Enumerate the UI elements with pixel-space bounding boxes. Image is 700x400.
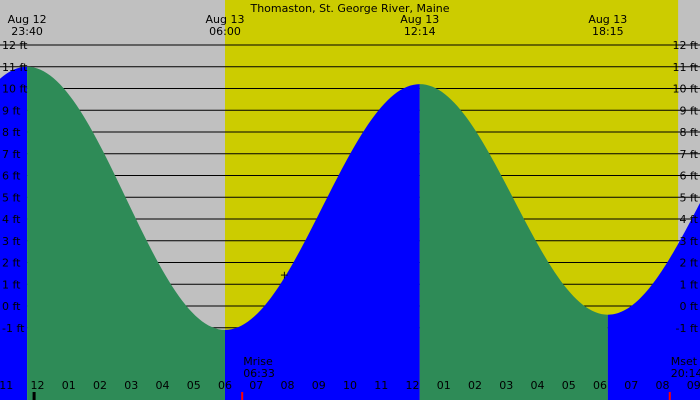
- x-tick-label: 09: [312, 379, 326, 392]
- falling-tide-area: [27, 66, 226, 400]
- y-tick-label-right: 1 ft: [680, 278, 699, 291]
- rising-tide-area: [607, 202, 700, 400]
- y-tick-label-left: 1 ft: [2, 278, 21, 291]
- x-tick-label: 11: [374, 379, 388, 392]
- tide-event-date: Aug 12: [8, 13, 47, 26]
- y-tick-label-left: 8 ft: [2, 126, 21, 139]
- x-tick-label: 07: [624, 379, 638, 392]
- y-tick-label-right: 9 ft: [680, 104, 699, 117]
- x-tick-label: 10: [343, 379, 357, 392]
- x-tick-label: 05: [187, 379, 201, 392]
- tide-event-time: 12:14: [404, 25, 436, 38]
- tide-event-date: Aug 13: [588, 13, 627, 26]
- x-tick-label: 01: [62, 379, 76, 392]
- x-tick-label: 04: [156, 379, 170, 392]
- moon-event-label: Mset: [671, 355, 698, 368]
- y-tick-label-left: 7 ft: [2, 148, 21, 161]
- x-tick-label: 11: [0, 379, 13, 392]
- tide-event-time: 06:00: [209, 25, 241, 38]
- y-tick-label-left: -1 ft: [2, 322, 25, 335]
- x-tick-label: 08: [281, 379, 295, 392]
- tide-event-time: 23:40: [11, 25, 43, 38]
- rising-tide-area: [0, 66, 28, 400]
- x-tick-label: 05: [562, 379, 576, 392]
- y-tick-label-left: 3 ft: [2, 235, 21, 248]
- plus-marker: +: [280, 268, 289, 281]
- y-tick-label-left: 5 ft: [2, 191, 21, 204]
- moon-event-time: 06:33: [243, 367, 275, 380]
- y-tick-label-right: 4 ft: [680, 213, 699, 226]
- x-tick-label: 12: [31, 379, 45, 392]
- x-tick-label: 08: [656, 379, 670, 392]
- y-axis-labels: 12 ft 12 ft 11 ft 11 ft 10 ft 10 ft 9 ft 9 ft 8 …: [2, 39, 699, 335]
- x-tick-label: 06: [593, 379, 607, 392]
- y-tick-label-left: 9 ft: [2, 104, 21, 117]
- y-tick-label-left: 4 ft: [2, 213, 21, 226]
- x-tick-label: 12: [406, 379, 420, 392]
- x-tick-label: 04: [531, 379, 545, 392]
- y-tick-label-left: 12 ft: [2, 39, 28, 52]
- y-tick-label-right: 6 ft: [680, 170, 699, 183]
- rising-tide-area: [225, 84, 420, 400]
- x-axis-labels: 11 12 01 02 03 04 05 06 07 08 09 10 11 12 01 02 03 04 05 06…: [0, 379, 700, 392]
- x-tick-label: 03: [499, 379, 513, 392]
- moon-event-label: Mrise: [243, 355, 273, 368]
- x-tick-label: 02: [93, 379, 107, 392]
- y-tick-label-left: 11 ft: [2, 61, 28, 74]
- y-tick-label-right: 2 ft: [680, 257, 699, 270]
- tide-event-time: 18:15: [592, 25, 624, 38]
- y-tick-label-left: 0 ft: [2, 300, 21, 313]
- y-tick-label-right: 7 ft: [680, 148, 699, 161]
- x-tick-label: 06: [218, 379, 232, 392]
- falling-tide-area: [419, 84, 608, 400]
- y-tick-label-left: 6 ft: [2, 170, 21, 183]
- x-tick-label: 03: [124, 379, 138, 392]
- y-tick-label-right: 5 ft: [680, 191, 699, 204]
- x-tick-label: 01: [437, 379, 451, 392]
- x-tick-label: 07: [249, 379, 263, 392]
- y-tick-label-right: -1 ft: [676, 322, 699, 335]
- y-tick-label-left: 10 ft: [2, 83, 28, 96]
- y-tick-label-right: 8 ft: [680, 126, 699, 139]
- tide-event-date: Aug 13: [206, 13, 245, 26]
- y-tick-label-left: 2 ft: [2, 257, 21, 270]
- y-tick-label-right: 11 ft: [673, 61, 699, 74]
- moon-event-time: 20:14: [671, 367, 700, 380]
- x-tick-label: 09: [687, 379, 700, 392]
- x-tick-label: 02: [468, 379, 482, 392]
- y-tick-label-right: 0 ft: [680, 300, 699, 313]
- chart-title: Thomaston, St. George River, Maine: [249, 2, 449, 15]
- y-tick-label-right: 12 ft: [673, 39, 699, 52]
- y-tick-label-right: 10 ft: [673, 83, 699, 96]
- y-tick-label-right: 3 ft: [680, 235, 699, 248]
- tide-event-date: Aug 13: [400, 13, 439, 26]
- tide-curve: +: [0, 66, 700, 400]
